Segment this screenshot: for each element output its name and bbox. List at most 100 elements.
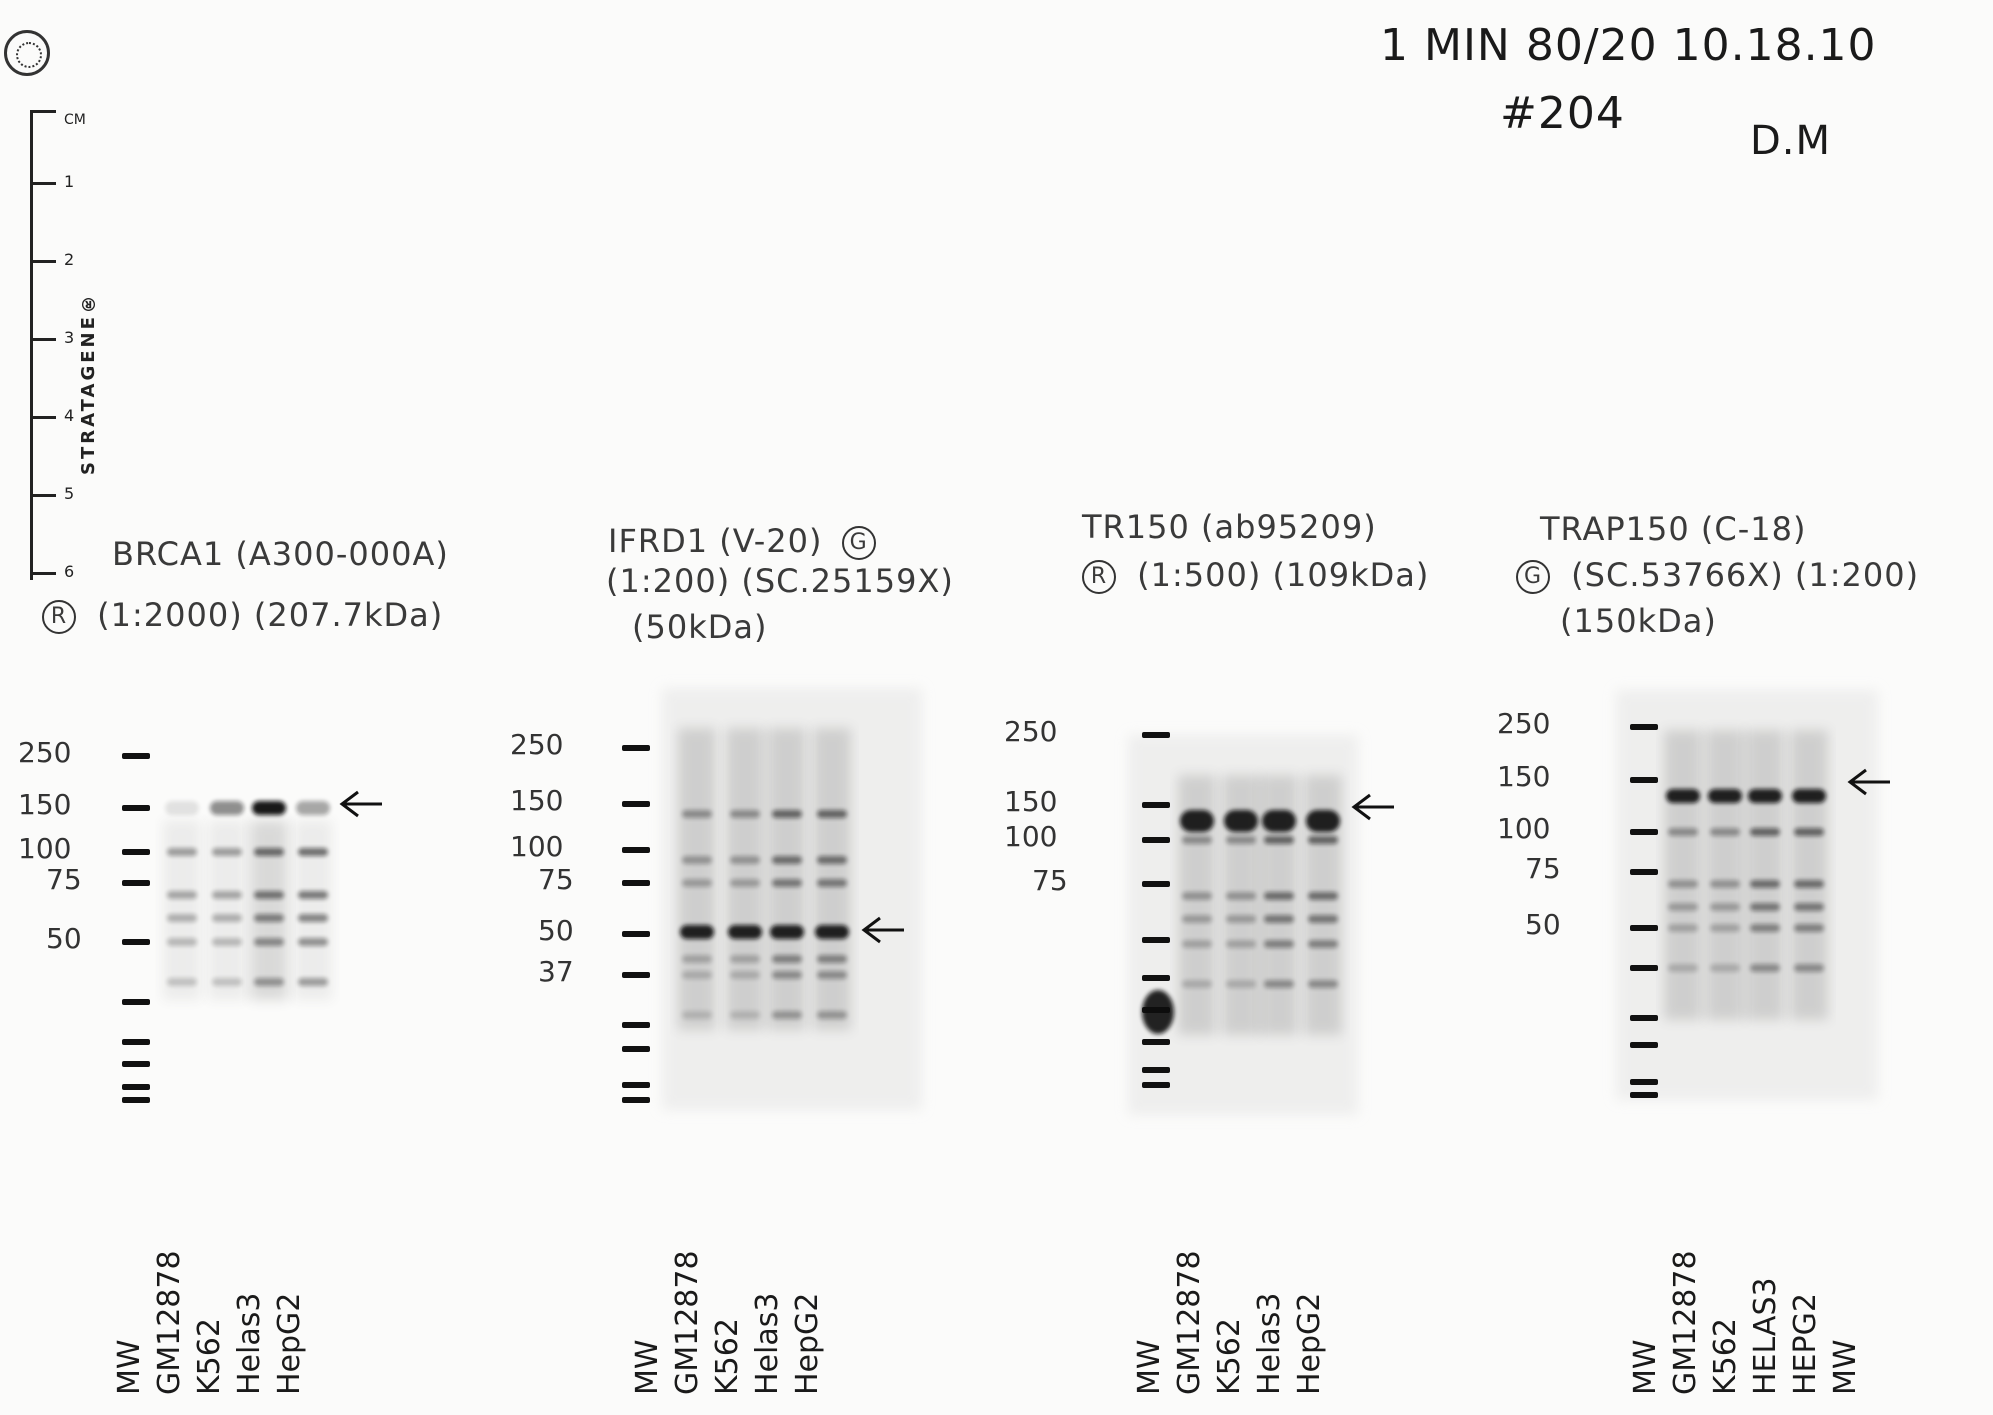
- band: [298, 938, 328, 946]
- band: [254, 978, 284, 986]
- band: [772, 856, 802, 864]
- ladder-band: [1630, 869, 1658, 875]
- band: [1182, 892, 1212, 900]
- target-band: [1180, 810, 1214, 832]
- band: [817, 810, 847, 818]
- smear: [163, 820, 201, 1000]
- band: [1308, 892, 1338, 900]
- band: [1308, 980, 1338, 988]
- blot3-dilution: (1:500): [1137, 556, 1262, 594]
- ruler-mark: 4: [64, 406, 75, 425]
- band: [254, 938, 284, 946]
- band: [212, 978, 242, 986]
- blot1-size: (207.7kDa): [253, 596, 444, 634]
- mw-marker-label: 150: [510, 784, 564, 817]
- lane-label: MW: [1828, 1339, 1863, 1395]
- band: [1794, 964, 1824, 972]
- lane-label: MW: [112, 1339, 147, 1395]
- mw-marker-label: 100: [1497, 812, 1551, 845]
- ruler-mark: 2: [64, 250, 75, 269]
- ladder-band: [1142, 732, 1170, 738]
- ladder-band: [1630, 965, 1658, 971]
- ladder-band: [122, 753, 150, 759]
- band: [772, 971, 802, 979]
- band: [730, 810, 760, 818]
- band: [1182, 940, 1212, 948]
- mw-marker-label: 250: [510, 728, 564, 761]
- ladder-band: [122, 805, 150, 811]
- ladder-band: [622, 801, 650, 807]
- band: [1668, 828, 1698, 836]
- ladder-band: [1630, 724, 1658, 730]
- band: [1710, 964, 1740, 972]
- band: [1710, 903, 1740, 911]
- band: [254, 914, 284, 922]
- lane-label: HepG2: [790, 1292, 825, 1395]
- band: [682, 971, 712, 979]
- band: [1226, 940, 1256, 948]
- band: [212, 938, 242, 946]
- band: [298, 978, 328, 986]
- ladder-band: [622, 1097, 650, 1103]
- ladder-band: [1630, 1015, 1658, 1021]
- ladder-band: [1142, 881, 1170, 887]
- band: [1710, 880, 1740, 888]
- ladder-band: [1630, 777, 1658, 783]
- smear: [250, 820, 288, 1000]
- band: [1710, 828, 1740, 836]
- blot2-catalog: (SC.25159X): [741, 562, 954, 600]
- blot2-antibody: IFRD1 (V-20): [608, 522, 823, 560]
- band: [730, 971, 760, 979]
- band: [772, 879, 802, 887]
- band: [1226, 836, 1256, 844]
- ladder-band: [1142, 1039, 1170, 1045]
- target-band: [296, 801, 330, 815]
- lane-label: Helas3: [1252, 1292, 1287, 1395]
- ruler-tick: [30, 338, 56, 341]
- band: [1182, 836, 1212, 844]
- blot4-species: G: [1516, 560, 1550, 594]
- ladder-blob: [1142, 990, 1174, 1034]
- ruler-unit: CM: [64, 112, 86, 128]
- band: [817, 955, 847, 963]
- ladder-band: [622, 931, 650, 937]
- blot2-dilution: (1:200): [606, 562, 731, 600]
- header-exp-number: #204: [1500, 88, 1625, 139]
- mw-marker-label: 100: [510, 830, 564, 863]
- mw-marker-label: 100: [18, 832, 72, 865]
- smear: [1706, 730, 1744, 1020]
- target-band: [1262, 810, 1296, 832]
- ladder-band: [122, 999, 150, 1005]
- band: [1308, 836, 1338, 844]
- band: [1794, 924, 1824, 932]
- stratagene-logo: [4, 30, 50, 76]
- ladder-band: [622, 1046, 650, 1052]
- mw-marker-label: 150: [18, 788, 72, 821]
- ladder-band: [1142, 1082, 1170, 1088]
- mw-marker-label: 75: [1032, 864, 1068, 897]
- band: [1794, 880, 1824, 888]
- band: [1710, 924, 1740, 932]
- blot2-species: G: [841, 526, 876, 560]
- ruler-mark: 1: [64, 172, 75, 191]
- ladder-band: [122, 1061, 150, 1067]
- mw-marker-label: 250: [18, 736, 72, 769]
- band: [1264, 892, 1294, 900]
- target-band: [1224, 810, 1258, 832]
- band: [1668, 964, 1698, 972]
- ladder-band: [1630, 1079, 1658, 1085]
- ladder-band: [122, 849, 150, 855]
- mw-marker-label: 250: [1004, 715, 1058, 748]
- blot1-antibody: BRCA1 (A300-000A): [112, 535, 449, 573]
- blot3-size: (109kDa): [1272, 556, 1430, 594]
- ruler-tick: [30, 260, 56, 263]
- target-band: [1306, 810, 1340, 832]
- lane-label: MW: [1132, 1339, 1167, 1395]
- band: [1308, 915, 1338, 923]
- band: [254, 891, 284, 899]
- band: [212, 848, 242, 856]
- band: [1264, 836, 1294, 844]
- band: [167, 848, 197, 856]
- band: [772, 955, 802, 963]
